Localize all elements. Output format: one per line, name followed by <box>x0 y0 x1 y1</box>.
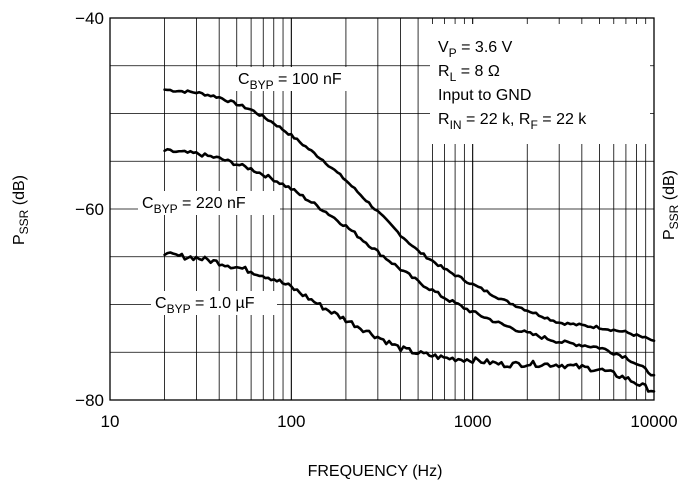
series-label-2: CBYP = 220 nF <box>142 195 246 216</box>
y-axis-label: PSSR (dB) <box>11 175 31 245</box>
series-line-1 <box>163 88 656 343</box>
series-label-3: CBYP = 1.0 µF <box>155 295 255 316</box>
series-label-bg <box>151 291 277 315</box>
x-tick-label: 10000 <box>630 412 677 431</box>
x-tick-labels: 10 100 1000 10000 <box>101 412 678 431</box>
series-label-bg <box>234 67 374 91</box>
y-tick-label: −60 <box>75 200 104 219</box>
plot-frame <box>109 17 655 401</box>
x-tick-label: 100 <box>277 412 305 431</box>
x-axis-label: FREQUENCY (Hz) <box>308 463 443 480</box>
series-label-1: CBYP = 100 nF <box>238 71 342 92</box>
annotation-line: RIN = 22 k, RF = 22 k <box>438 111 587 132</box>
data-series <box>163 88 656 393</box>
annotation-line: Input to GND <box>438 87 531 104</box>
right-axis-label-main: P <box>661 229 678 240</box>
series-labels: CBYP = 100 nF CBYP = 220 nF CBYP = 1.0 µF <box>138 67 374 316</box>
y-tick-label: −80 <box>75 391 104 410</box>
right-axis-label-unit: (dB) <box>661 170 678 205</box>
right-axis-label-sub: SSR <box>667 204 681 229</box>
y-tick-label: −40 <box>75 9 104 28</box>
y-axis-label-sub: SSR <box>17 209 31 234</box>
series-line-3 <box>163 251 656 393</box>
y-axis-label-main: P <box>11 234 28 245</box>
x-tick-label: 1000 <box>454 412 492 431</box>
annotation-box <box>430 24 650 144</box>
annotation-line: VP = 3.6 V <box>438 39 513 60</box>
y-axis-label-unit: (dB) <box>11 175 28 210</box>
condition-annotation: VP = 3.6 V RL = 8 Ω Input to GND RIN = 22 k… <box>438 39 587 132</box>
series-label-bg <box>138 191 280 215</box>
series-line-2 <box>163 147 656 377</box>
y-tick-labels: −40 −60 −80 <box>75 9 104 410</box>
right-axis-label-fragment: PSSR (dB) <box>661 170 681 240</box>
annotation-line: RL = 8 Ω <box>438 63 500 84</box>
x-tick-label: 10 <box>101 412 120 431</box>
